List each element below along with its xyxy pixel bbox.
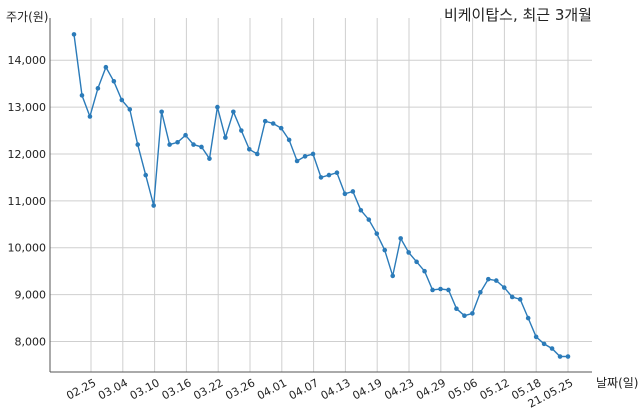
data-point [478, 289, 483, 295]
data-point [262, 118, 268, 124]
data-point [430, 287, 435, 293]
data-point [358, 207, 364, 213]
data-point [326, 172, 332, 178]
data-point [111, 78, 117, 84]
data-point [446, 287, 451, 293]
data-point [549, 346, 555, 351]
x-tick-label: 03.10 [128, 376, 162, 402]
data-point [462, 313, 467, 319]
x-tick-label: 04.29 [414, 376, 448, 402]
data-point [517, 297, 523, 302]
data-point [533, 334, 539, 340]
data-point [278, 125, 284, 131]
data-point [525, 315, 531, 321]
data-point [382, 247, 388, 253]
data-point [310, 151, 316, 157]
x-tick-label: 03.16 [160, 376, 194, 402]
data-point [87, 114, 93, 119]
data-point [565, 354, 571, 359]
data-point [223, 135, 228, 140]
data-point [366, 217, 372, 222]
y-tick-label: 8,000 [15, 336, 47, 349]
data-point [71, 32, 77, 37]
data-point [103, 64, 109, 70]
data-point [159, 109, 164, 115]
data-point [286, 137, 292, 143]
data-point [246, 146, 252, 152]
data-point [302, 154, 308, 159]
data-point [557, 354, 563, 359]
data-point [541, 341, 547, 347]
data-point [438, 286, 443, 292]
data-point [119, 97, 125, 103]
data-point [390, 273, 396, 279]
x-tick-label: 03.04 [96, 376, 130, 402]
data-point [95, 86, 101, 91]
data-point [406, 250, 411, 255]
data-point [127, 107, 133, 112]
x-tick-label: 05.06 [446, 376, 480, 402]
chart-title: 비케이탑스, 최근 3개월 [443, 6, 592, 24]
y-tick-label: 13,000 [8, 101, 47, 114]
data-point [239, 128, 244, 133]
data-point [501, 285, 507, 290]
y-tick-label: 9,000 [15, 289, 47, 302]
series-line [73, 34, 568, 358]
data-point [183, 132, 188, 138]
x-tick-label: 04.19 [350, 376, 384, 402]
data-point [486, 276, 491, 282]
data-point [270, 121, 276, 126]
x-tick-label: 02.25 [64, 376, 98, 402]
data-point [318, 175, 324, 180]
x-tick-label: 03.26 [223, 376, 257, 402]
data-point [470, 311, 475, 316]
y-tick-label: 14,000 [8, 54, 47, 67]
y-axis-label: 주가(원) [6, 10, 49, 24]
data-point [215, 104, 220, 110]
data-point [334, 170, 340, 176]
data-point [374, 231, 380, 236]
data-point [135, 142, 141, 147]
data-point [254, 151, 260, 157]
x-tick-label: 03.22 [191, 376, 225, 402]
x-tick-label: 04.13 [319, 376, 353, 402]
data-point [79, 93, 85, 98]
data-point [294, 158, 300, 164]
y-tick-label: 10,000 [8, 242, 47, 255]
x-tick-label: 05.12 [478, 376, 512, 402]
x-tick-label: 04.07 [287, 376, 321, 402]
data-point [175, 139, 180, 145]
data-point [191, 142, 196, 147]
data-point [493, 278, 499, 283]
data-point [454, 306, 459, 312]
y-tick-label: 11,000 [8, 195, 47, 208]
data-point [151, 203, 156, 208]
data-point [398, 236, 403, 241]
data-point [143, 172, 149, 178]
data-point [509, 294, 515, 300]
data-point [342, 191, 348, 197]
data-point [422, 268, 427, 274]
data-point [207, 156, 212, 161]
data-point [350, 189, 356, 194]
data-point [231, 109, 236, 115]
x-tick-label: 04.01 [255, 376, 289, 402]
x-axis-label: 날짜(일) [596, 376, 639, 390]
y-tick-label: 12,000 [8, 148, 47, 161]
data-point [199, 144, 204, 150]
data-point [167, 142, 172, 147]
x-tick-label: 04.23 [382, 376, 416, 402]
data-point [414, 259, 419, 265]
